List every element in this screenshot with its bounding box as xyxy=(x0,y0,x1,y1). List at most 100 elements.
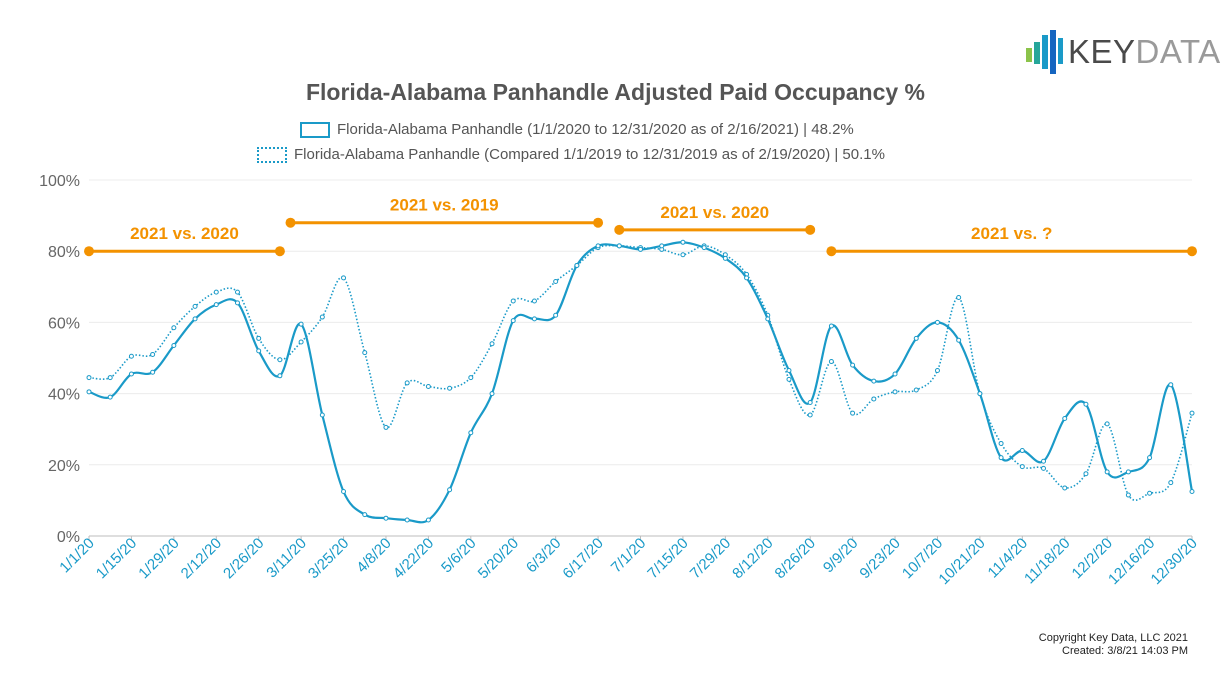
logo-wordmark: KEYDATA xyxy=(1068,33,1221,71)
legend-swatch-solid xyxy=(300,121,330,138)
data-point-2020 xyxy=(171,343,177,349)
annotation-label: 2021 vs. 2019 xyxy=(390,196,499,215)
data-point-2020 xyxy=(1125,469,1131,475)
data-point-2020 xyxy=(319,412,325,418)
data-point-2019 xyxy=(256,335,262,341)
legend-label-2020: Florida-Alabama Panhandle (1/1/2020 to 1… xyxy=(337,121,854,138)
x-tick-label: 6/17/20 xyxy=(559,535,606,582)
legend-swatch-dotted xyxy=(257,146,287,163)
data-point-2020 xyxy=(150,369,156,375)
data-point-2020 xyxy=(659,243,665,249)
data-point-2019 xyxy=(1041,465,1047,471)
data-point-2020 xyxy=(510,318,516,324)
logo-bar-1 xyxy=(1026,48,1032,62)
data-point-2019 xyxy=(298,339,304,345)
x-axis: 1/1/201/15/201/29/202/12/202/26/203/11/2… xyxy=(56,535,1201,588)
annotation-dot-start xyxy=(614,224,625,235)
annotation-dot-start xyxy=(84,246,94,257)
annotation-dot-end xyxy=(1187,246,1197,257)
data-point-2020 xyxy=(1041,458,1047,464)
data-point-2019 xyxy=(871,396,877,402)
data-point-2020 xyxy=(1019,448,1025,454)
data-point-2019 xyxy=(1019,464,1025,470)
data-point-2020 xyxy=(531,316,537,322)
y-tick-label: 0% xyxy=(57,529,80,546)
data-point-2019 xyxy=(934,367,940,373)
logo-data: DATA xyxy=(1135,33,1221,70)
data-point-2020 xyxy=(425,517,431,523)
annotation-dot-end xyxy=(805,224,816,235)
y-tick-label: 60% xyxy=(48,315,80,332)
data-point-2020 xyxy=(341,489,347,494)
data-point-2019 xyxy=(1062,485,1068,491)
x-tick-label: 8/26/20 xyxy=(772,535,819,582)
data-point-2020 xyxy=(786,367,792,373)
data-point-2019 xyxy=(86,375,92,381)
x-tick-label: 1/15/20 xyxy=(93,535,140,582)
data-point-2020 xyxy=(489,391,495,397)
logo-bar-3 xyxy=(1042,35,1048,69)
data-point-2019 xyxy=(319,314,325,320)
data-point-2020 xyxy=(234,300,240,306)
data-point-2020 xyxy=(298,321,304,327)
legend-item-2020[interactable]: Florida-Alabama Panhandle (1/1/2020 to 1… xyxy=(300,121,854,138)
data-point-2020 xyxy=(765,316,771,322)
y-tick-label: 40% xyxy=(48,387,80,404)
data-point-2020 xyxy=(256,348,262,354)
data-point-2020 xyxy=(595,243,601,249)
data-point-2019 xyxy=(489,341,495,347)
data-point-2019 xyxy=(277,357,283,363)
data-point-2020 xyxy=(934,319,940,325)
x-tick-label: 2/12/20 xyxy=(178,535,225,582)
data-point-2020 xyxy=(977,391,983,397)
data-point-2019 xyxy=(425,383,431,389)
logo-key: KEY xyxy=(1068,33,1136,70)
series-line-2019 xyxy=(88,244,1193,501)
x-tick-label: 7/29/20 xyxy=(687,535,734,582)
data-point-2020 xyxy=(1189,489,1195,494)
copyright-text: Copyright Key Data, LLC 2021 xyxy=(1038,632,1188,644)
legend-item-2019[interactable]: Florida-Alabama Panhandle (Compared 1/1/… xyxy=(257,146,885,163)
x-tick-label: 2/26/20 xyxy=(220,535,267,582)
data-point-2020 xyxy=(807,400,813,405)
y-axis: 0% 20% 40% 60% 80% 100% xyxy=(39,173,80,546)
y-tick-label: 80% xyxy=(48,244,80,261)
data-point-2020 xyxy=(998,455,1004,461)
data-point-2019 xyxy=(192,303,198,309)
series-line-2020 xyxy=(88,241,1194,524)
x-tick-label: 3/11/20 xyxy=(263,535,310,582)
data-point-2019 xyxy=(1125,492,1131,498)
copyright-block: Copyright Key Data, LLC 2021 Created: 3/… xyxy=(1039,632,1188,658)
data-point-2020 xyxy=(913,335,919,341)
data-point-2020 xyxy=(616,243,622,249)
y-tick-label: 20% xyxy=(48,458,80,475)
x-tick-label: 9/23/20 xyxy=(856,535,903,582)
data-point-2019 xyxy=(1168,480,1174,486)
data-point-2020 xyxy=(1083,401,1089,407)
data-point-2019 xyxy=(913,387,919,393)
data-point-2019 xyxy=(447,385,453,391)
data-point-2020 xyxy=(277,373,283,379)
keydata-logo: KEYDATA xyxy=(1024,30,1220,74)
data-point-2019 xyxy=(850,410,856,416)
data-point-2020 xyxy=(86,389,92,395)
data-point-2019 xyxy=(107,375,113,381)
data-point-2019 xyxy=(213,289,219,295)
data-point-2019 xyxy=(362,350,368,356)
data-point-2020 xyxy=(638,246,643,252)
data-point-2020 xyxy=(107,394,113,400)
x-tick-label: 4/22/20 xyxy=(390,535,437,582)
chart-title: Florida-Alabama Panhandle Adjusted Paid … xyxy=(305,79,925,105)
x-tick-label: 10/21/20 xyxy=(935,535,988,588)
data-point-2020 xyxy=(383,515,389,521)
annotation-label: 2021 vs. 2020 xyxy=(130,224,239,243)
x-tick-label: 5/20/20 xyxy=(475,535,522,582)
data-point-2019 xyxy=(1083,471,1089,477)
data-point-2019 xyxy=(404,380,410,386)
x-tick-label: 1/29/20 xyxy=(135,535,182,582)
data-point-2019 xyxy=(531,298,537,304)
annotation-label: 2021 vs. 2020 xyxy=(660,203,769,222)
x-tick-label: 3/25/20 xyxy=(305,535,352,582)
data-point-2020 xyxy=(871,378,877,384)
